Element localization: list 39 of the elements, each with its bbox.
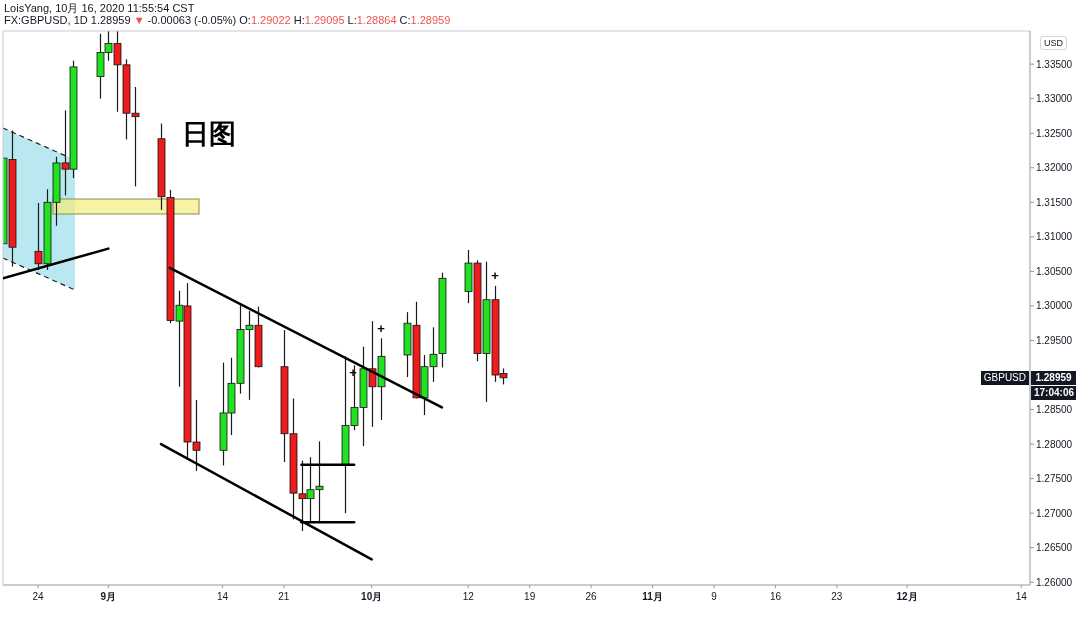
y-tick-label: 1.31500 <box>1036 196 1073 208</box>
y-tick-label: 1.32000 <box>1036 162 1073 174</box>
x-tick-label: 24 <box>32 591 45 602</box>
y-axis-title: USD <box>1040 36 1068 50</box>
x-tick-label: 23 <box>831 591 843 602</box>
x-tick-label: 10月 <box>361 591 383 602</box>
x-tick-label: 12月 <box>896 591 918 602</box>
x-tick-label: 9月 <box>100 591 117 602</box>
y-tick-label: 1.29500 <box>1036 335 1073 347</box>
annotation: 日图 <box>182 117 236 151</box>
chart-title: LoisYang, 10月 16, 2020 11:55:54 CST <box>4 1 195 16</box>
x-tick-label: 26 <box>585 591 598 602</box>
x-tick-label: 14 <box>1015 591 1028 602</box>
text: 1.28959 <box>1035 371 1072 383</box>
x-tick-label: 14 <box>216 591 229 602</box>
text: FX:GBPUSD, 1D 1.28959 ▼ -0.00063 (-0.05%) O:1.29022 H:1.29095 L:1.28864 C: <box>4 14 411 26</box>
y-tick-label: 1.28500 <box>1036 404 1073 416</box>
y-tick-label: 1.33000 <box>1036 93 1073 105</box>
text: 17:04:06 <box>1031 385 1076 400</box>
y-tick-label: 1.33500 <box>1036 58 1073 70</box>
x-tick-label: 9 <box>711 591 718 602</box>
annotation: GBPUSD <box>980 370 1029 385</box>
y-tick-label: 1.31000 <box>1036 231 1073 243</box>
annotation: + <box>376 321 386 336</box>
y-tick-label: 1.32500 <box>1036 127 1073 139</box>
y-tick-label: 1.27500 <box>1036 473 1073 485</box>
y-tick-label: 1.26500 <box>1036 542 1073 554</box>
x-tick-label: 16 <box>769 591 782 602</box>
x-tick-label: 12 <box>462 591 475 602</box>
x-tick-label: 21 <box>278 591 290 602</box>
y-tick-label: 1.30500 <box>1036 265 1073 277</box>
x-tick-label: 11月 <box>642 591 663 602</box>
y-tick-label: 1.27000 <box>1036 507 1073 519</box>
y-tick-label: 1.30000 <box>1036 300 1073 312</box>
x-tick-label: 19 <box>524 591 536 602</box>
y-tick-label: 1.28000 <box>1036 438 1073 450</box>
annotation: + <box>490 268 500 283</box>
y-tick-label: 1.26000 <box>1036 576 1073 588</box>
text: 1.28959 <box>410 14 451 26</box>
